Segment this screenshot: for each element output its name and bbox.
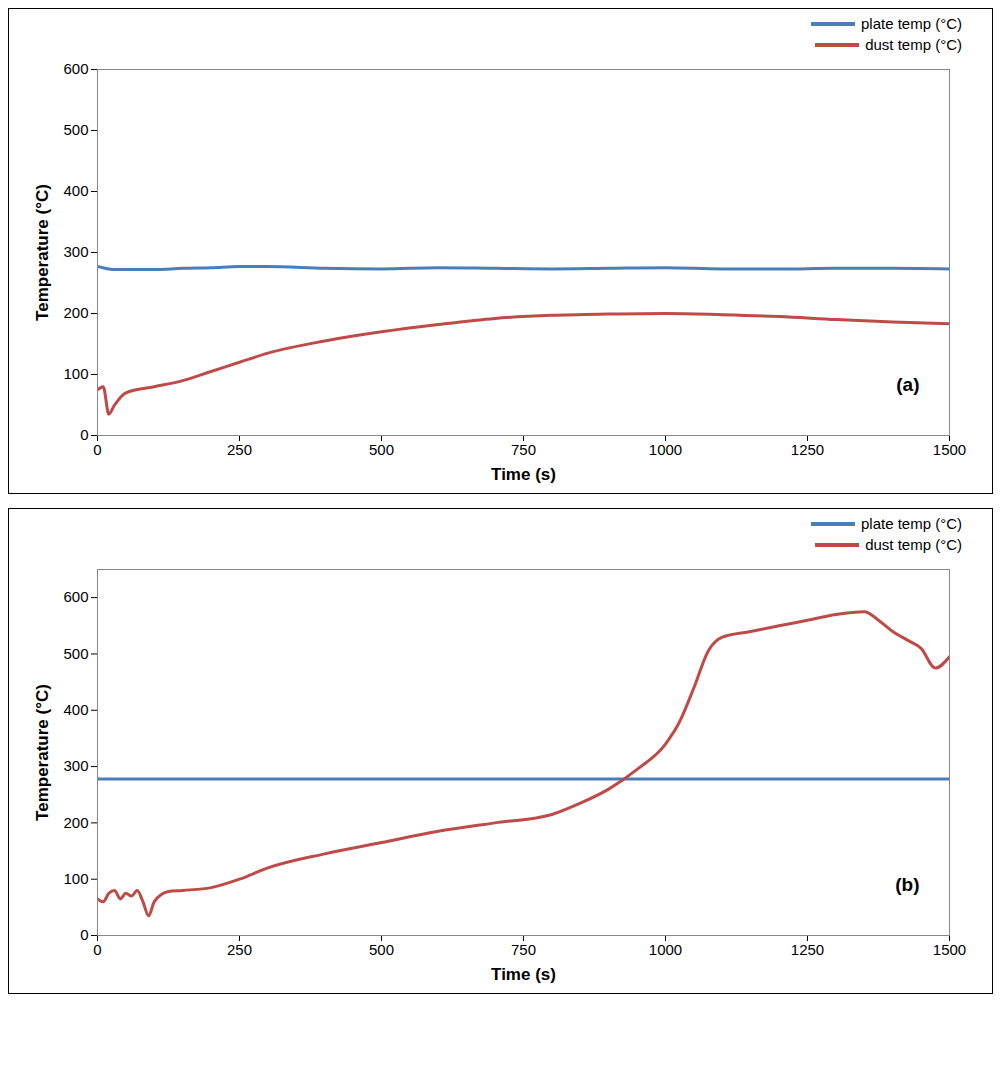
svg-text:300: 300 [63,243,88,260]
svg-text:Temperature (°C): Temperature (°C) [33,184,52,321]
html-text:plate temp (°C): plate temp (°C) [861,515,962,532]
svg-text:100: 100 [63,365,88,382]
svg-text:300: 300 [63,757,88,774]
html-text:plate temp (°C): plate temp (°C) [861,15,962,32]
svg-text:500: 500 [369,441,394,458]
svg-text:500: 500 [369,941,394,958]
svg-text:250: 250 [227,941,252,958]
svg-text:0: 0 [93,941,101,958]
svg-text:1000: 1000 [649,441,682,458]
svg-text:400: 400 [63,701,88,718]
svg-text:200: 200 [63,814,88,831]
svg-text:(a): (a) [896,374,919,395]
svg-text:0: 0 [80,926,88,943]
svg-text:Temperature (°C): Temperature (°C) [33,684,52,821]
svg-text:1250: 1250 [791,941,824,958]
svg-text:750: 750 [511,941,536,958]
svg-text:0: 0 [80,426,88,443]
svg-text:500: 500 [63,645,88,662]
svg-text:400: 400 [63,182,88,199]
html-text:dust temp (°C): dust temp (°C) [865,36,962,53]
svg-text:Time (s): Time (s) [491,465,556,484]
svg-text:Time (s): Time (s) [491,965,556,984]
svg-text:600: 600 [63,588,88,605]
svg-text:(b): (b) [895,874,919,895]
svg-text:0: 0 [93,441,101,458]
svg-text:1000: 1000 [649,941,682,958]
html-text:dust temp (°C): dust temp (°C) [865,536,962,553]
svg-text:500: 500 [63,121,88,138]
svg-text:100: 100 [63,870,88,887]
svg-text:250: 250 [227,441,252,458]
svg-text:1250: 1250 [791,441,824,458]
svg-text:600: 600 [63,60,88,77]
svg-text:200: 200 [63,304,88,321]
svg-text:1500: 1500 [933,941,966,958]
svg-text:750: 750 [511,441,536,458]
svg-text:1500: 1500 [933,441,966,458]
